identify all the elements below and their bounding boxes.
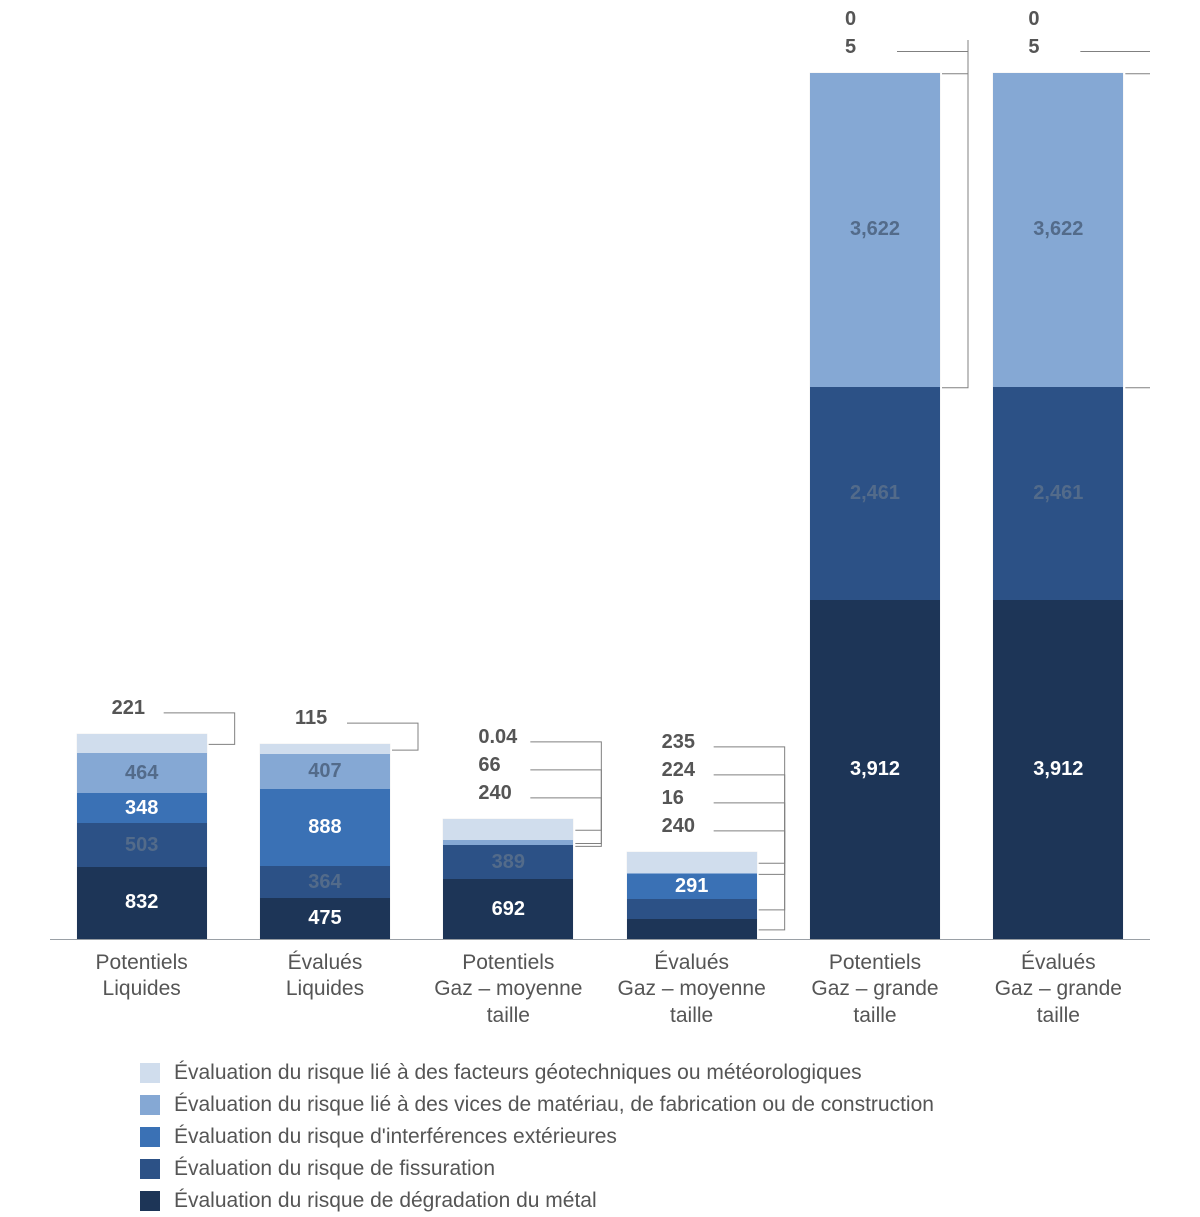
x-axis-labels: PotentielsLiquidesÉvaluésLiquidesPotenti…: [50, 950, 1150, 1029]
legend-swatch: [140, 1127, 160, 1147]
bar-value-label: 3,912: [850, 758, 900, 781]
bar-column: 407 888 364 475: [233, 744, 416, 939]
x-axis-line: [50, 939, 1150, 940]
bar-column: 3,622 2,461 3,912: [783, 73, 966, 939]
bar-column: 464 348 503 832: [50, 734, 233, 939]
bar-value-label: 464: [125, 762, 158, 785]
bar-stack: 389 692: [443, 819, 573, 939]
legend-label: Évaluation du risque de dégradation du m…: [174, 1189, 597, 1213]
legend-item: Évaluation du risque lié à des facteurs …: [140, 1057, 1090, 1089]
bar-column: 389 692: [417, 819, 600, 939]
bar-value-label: 3,622: [1033, 218, 1083, 241]
bar-segment-vices: 3,622: [810, 73, 940, 387]
bar-segment-metal: 692: [443, 879, 573, 939]
bar-value-label: 389: [492, 851, 525, 874]
plot-area: 464 348 503 832 407 888 364 475 389 692 291 3,622 2,…: [50, 40, 1150, 940]
bar-segment-vices: 464: [77, 753, 207, 793]
bar-stack: 407 888 364 475: [260, 744, 390, 939]
bar-segment-metal: 3,912: [993, 600, 1123, 939]
x-axis-label: ÉvaluésGaz – moyennetaille: [600, 950, 783, 1029]
bar-segment-fissur: 389: [443, 845, 573, 879]
x-axis-label: ÉvaluésGaz – grandetaille: [967, 950, 1150, 1029]
bar-value-label: 832: [125, 891, 158, 914]
x-axis-label: ÉvaluésLiquides: [233, 950, 416, 1029]
bar-segment-geo: [260, 744, 390, 754]
bar-value-label: 348: [125, 797, 158, 820]
bar-value-label: 2,461: [1033, 482, 1083, 505]
bar-stack: 291: [627, 852, 757, 939]
bar-stack: 3,622 2,461 3,912: [810, 73, 940, 939]
bar-value-label: 692: [492, 898, 525, 921]
bars-container: 464 348 503 832 407 888 364 475 389 692 291 3,622 2,…: [50, 40, 1150, 939]
bar-segment-fissur: 2,461: [993, 387, 1123, 600]
bar-segment-fissur: 364: [260, 866, 390, 898]
legend: Évaluation du risque lié à des facteurs …: [140, 1057, 1090, 1217]
legend-label: Évaluation du risque lié à des vices de …: [174, 1093, 934, 1117]
callout-value-label: 0: [1028, 8, 1039, 31]
bar-value-label: 3,622: [850, 218, 900, 241]
legend-item: Évaluation du risque de dégradation du m…: [140, 1185, 1090, 1217]
bar-segment-geo: [627, 852, 757, 873]
bar-segment-interf: 888: [260, 789, 390, 866]
bar-segment-metal: 3,912: [810, 600, 940, 939]
bar-value-label: 475: [308, 907, 341, 930]
bar-segment-vices: 407: [260, 754, 390, 789]
x-axis-label: PotentielsGaz – grandetaille: [783, 950, 966, 1029]
page: 464 348 503 832 407 888 364 475 389 692 291 3,622 2,…: [0, 0, 1200, 1188]
bar-segment-interf: 291: [627, 874, 757, 899]
bar-segment-metal: 832: [77, 867, 207, 939]
bar-segment-interf: 348: [77, 793, 207, 823]
legend-label: Évaluation du risque d'interférences ext…: [174, 1125, 617, 1149]
legend-label: Évaluation du risque lié à des facteurs …: [174, 1061, 862, 1085]
bar-segment-fissur: 503: [77, 823, 207, 867]
bar-segment-geo: [443, 819, 573, 840]
bar-value-label: 888: [308, 816, 341, 839]
bar-stack: 464 348 503 832: [77, 734, 207, 939]
legend-swatch: [140, 1159, 160, 1179]
bar-value-label: 364: [308, 871, 341, 894]
bar-segment-metal: 475: [260, 898, 390, 939]
legend-swatch: [140, 1095, 160, 1115]
legend-label: Évaluation du risque de fissuration: [174, 1157, 495, 1181]
legend-swatch: [140, 1191, 160, 1211]
legend-item: Évaluation du risque d'interférences ext…: [140, 1121, 1090, 1153]
bar-column: 291: [600, 852, 783, 939]
legend-item: Évaluation du risque lié à des vices de …: [140, 1089, 1090, 1121]
legend-item: Évaluation du risque de fissuration: [140, 1153, 1090, 1185]
x-axis-label: PotentielsGaz – moyennetaille: [417, 950, 600, 1029]
bar-column: 3,622 2,461 3,912: [967, 73, 1150, 939]
bar-value-label: 2,461: [850, 482, 900, 505]
bar-segment-fissur: [627, 899, 757, 918]
callout-value-label: 0: [845, 8, 856, 31]
bar-value-label: 291: [675, 875, 708, 898]
legend-swatch: [140, 1063, 160, 1083]
bar-value-label: 407: [308, 760, 341, 783]
bar-segment-geo: [77, 734, 207, 753]
x-axis-label: PotentielsLiquides: [50, 950, 233, 1029]
bar-segment-vices: 3,622: [993, 73, 1123, 387]
bar-segment-fissur: 2,461: [810, 387, 940, 600]
stacked-bar-chart: 464 348 503 832 407 888 364 475 389 692 291 3,622 2,…: [50, 40, 1150, 940]
bar-stack: 3,622 2,461 3,912: [993, 73, 1123, 939]
bar-value-label: 503: [125, 834, 158, 857]
bar-value-label: 3,912: [1033, 758, 1083, 781]
bar-segment-metal: [627, 919, 757, 939]
